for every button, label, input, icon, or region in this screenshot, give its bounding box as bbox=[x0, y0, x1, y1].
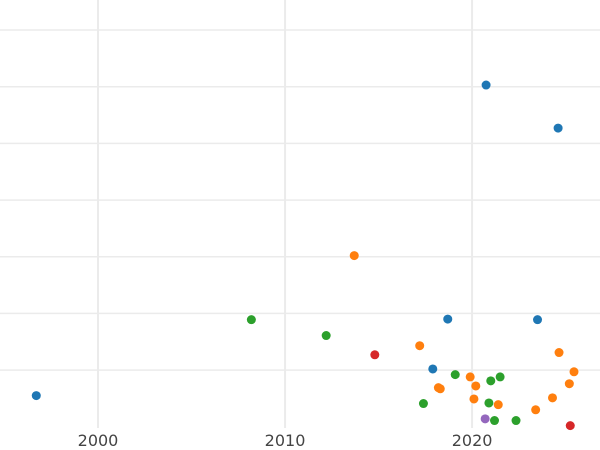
data-point-green bbox=[450, 370, 460, 380]
data-point-green bbox=[418, 399, 428, 409]
data-point-orange bbox=[415, 341, 425, 351]
data-point-blue bbox=[481, 80, 491, 90]
x-tick-label: 2000 bbox=[78, 431, 119, 450]
x-tick-label: 2010 bbox=[265, 431, 306, 450]
data-point-blue bbox=[31, 391, 41, 401]
data-point-orange bbox=[435, 384, 445, 394]
data-point-green bbox=[321, 331, 331, 341]
data-point-blue bbox=[443, 314, 453, 324]
data-point-orange bbox=[547, 393, 557, 403]
data-point-green bbox=[511, 416, 521, 426]
data-point-orange bbox=[493, 400, 503, 410]
data-point-orange bbox=[469, 394, 479, 404]
x-axis-ticks: 2000 2010 2020 bbox=[78, 431, 493, 450]
data-point-orange bbox=[471, 381, 481, 391]
data-point-orange bbox=[465, 372, 475, 382]
data-point-green bbox=[246, 315, 256, 325]
data-point-blue bbox=[533, 315, 543, 325]
data-point-orange bbox=[569, 367, 579, 377]
data-point-orange bbox=[531, 405, 541, 415]
data-point-blue bbox=[553, 123, 563, 133]
data-point-green bbox=[484, 398, 494, 408]
data-point-red bbox=[565, 421, 575, 431]
gridlines bbox=[0, 0, 600, 428]
data-point-green bbox=[495, 372, 505, 382]
data-point-red bbox=[370, 350, 380, 360]
data-point-blue bbox=[428, 364, 438, 374]
x-tick-label: 2020 bbox=[452, 431, 493, 450]
data-point-orange bbox=[349, 251, 359, 261]
data-point-orange bbox=[564, 379, 574, 389]
data-point-purple bbox=[480, 414, 490, 424]
data-point-orange bbox=[554, 348, 564, 358]
data-point-green bbox=[486, 376, 496, 386]
data-points bbox=[31, 80, 579, 431]
data-point-green bbox=[490, 416, 500, 426]
